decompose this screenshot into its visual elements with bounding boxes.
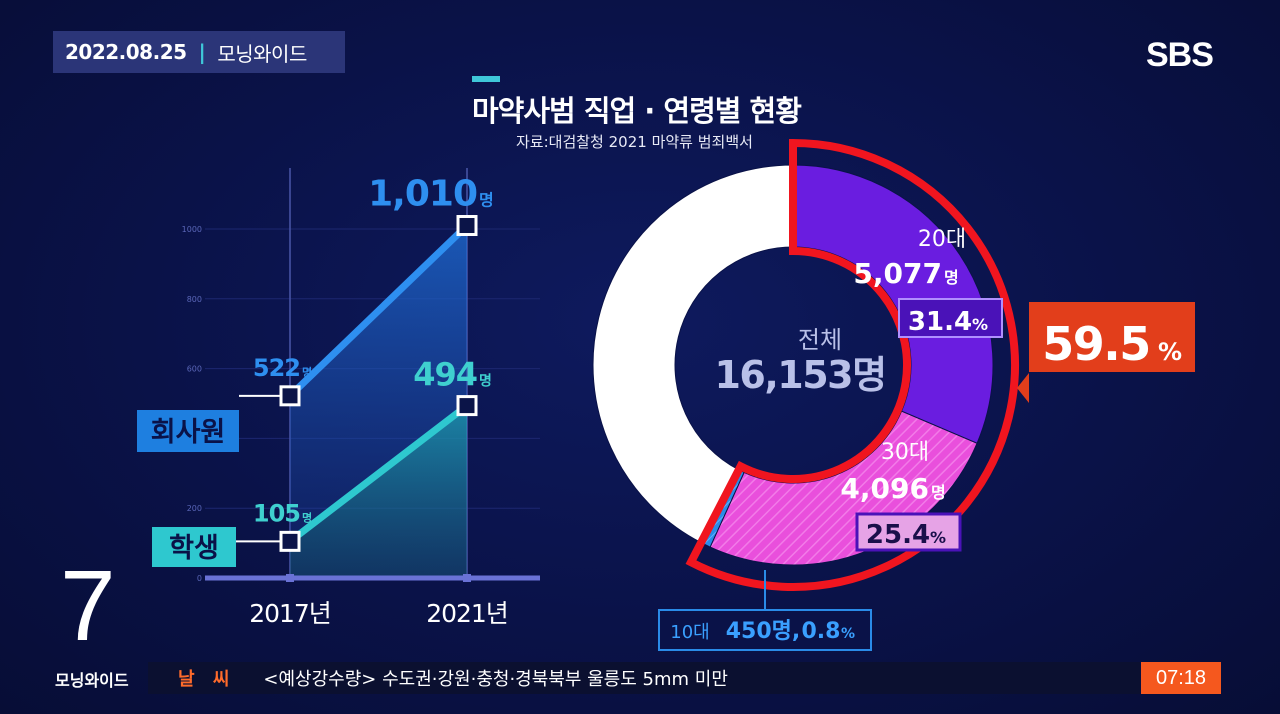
y-tick-label: 1000 [182, 225, 202, 234]
data-label: 522 [253, 354, 300, 382]
channel-number: 7 [60, 550, 116, 662]
data-label-unit: 명 [479, 373, 492, 390]
teen-count: 450명, [726, 619, 801, 644]
slice-30s-count: 4,096 [840, 472, 929, 505]
broadcast-date-box: 2022.08.25 | 모닝와이드 [53, 31, 345, 73]
x-tick-2021 [463, 574, 471, 582]
donut-center-label: 전체 [798, 326, 842, 354]
data-label: 494 [413, 356, 477, 394]
data-label-unit: 명 [302, 510, 312, 524]
slice-20s-percent-box [898, 298, 1003, 338]
y-tick-label: 0 [197, 574, 202, 583]
y-tick-label: 200 [187, 504, 202, 513]
legend-label: 학생 [169, 533, 219, 564]
data-point [279, 530, 301, 552]
highlight-box [1029, 302, 1195, 372]
series-lines [286, 222, 471, 545]
slice-20s-name: 20대 [918, 227, 966, 252]
series-areas [290, 225, 467, 578]
program-name: 모닝와이드 [217, 41, 307, 66]
data-label-unit: 명 [479, 191, 494, 210]
chart-source: 자료:대검찰청 2021 마약류 범죄백서 [516, 133, 753, 151]
title-accent-bar [472, 76, 500, 82]
highlight-unit: % [1158, 338, 1182, 366]
donut-slice-3 [592, 164, 794, 544]
slice-20s-percent-unit: % [972, 315, 988, 334]
highlight-pointer [1017, 373, 1029, 403]
slice-20s-count: 5,077 [853, 257, 942, 290]
data-label-unit: 명 [302, 365, 312, 379]
chart-title: 마약사범 직업 · 연령별 현황 [472, 94, 802, 128]
highlight-value: 59.5 [1042, 317, 1150, 371]
slice-30s-percent-unit: % [930, 528, 946, 547]
slice-20s-percent: 31.4 [908, 307, 972, 337]
slice-30s-percent-box [855, 512, 962, 552]
teen-name: 10대 [670, 622, 709, 643]
date-separator: | [198, 40, 206, 64]
channel-name: 모닝와이드 [55, 671, 129, 690]
slice-30s-percent: 25.4 [866, 520, 930, 550]
age-donut-chart: 전체 16,153명 20대 5,077 명 31.4 % 30대 4,096 … [592, 138, 1195, 651]
data-point [456, 395, 478, 417]
x-tick-label: 2017년 [249, 599, 331, 628]
data-point [456, 215, 478, 237]
ticker-text: <예상강수량> 수도권·강원·충청·경북북부 울릉도 5mm 미만 [263, 669, 728, 690]
legend-box [137, 410, 239, 452]
data-point [279, 385, 301, 407]
series-line-1 [286, 402, 471, 545]
broadcast-date: 2022.08.25 [65, 40, 187, 64]
slice-30s-name: 30대 [881, 440, 929, 465]
y-tick-label: 800 [187, 295, 202, 304]
donut-total: 16,153명 [714, 353, 885, 397]
highlight-outline [685, 138, 1019, 591]
slice-20s-unit: 명 [944, 268, 959, 287]
legend-box [152, 527, 236, 567]
x-tick-label: 2021년 [426, 599, 508, 628]
teen-percent: 0.8 [802, 619, 841, 644]
y-tick-label: 600 [187, 365, 202, 374]
series-line-0 [286, 222, 471, 400]
sbs-logo: SBS [1146, 36, 1214, 74]
legend-label: 회사원 [151, 417, 226, 448]
clock: 07:18 [1141, 662, 1221, 694]
teen-callout-box [658, 609, 872, 651]
ticker-label: 날 씨 [178, 669, 236, 690]
highlight-arc-outline [685, 138, 1019, 591]
x-tick-labels: 2017년 2021년 [249, 599, 509, 628]
teen-percent-unit: % [841, 626, 855, 642]
data-label: 1,010 [368, 174, 477, 215]
x-tick-2017 [286, 574, 294, 582]
series-area-1 [290, 405, 467, 578]
data-label: 105 [253, 499, 300, 527]
news-ticker: 날 씨 <예상강수량> 수도권·강원·충청·경북북부 울릉도 5mm 미만 [148, 662, 1140, 694]
slice-30s-unit: 명 [931, 483, 946, 502]
